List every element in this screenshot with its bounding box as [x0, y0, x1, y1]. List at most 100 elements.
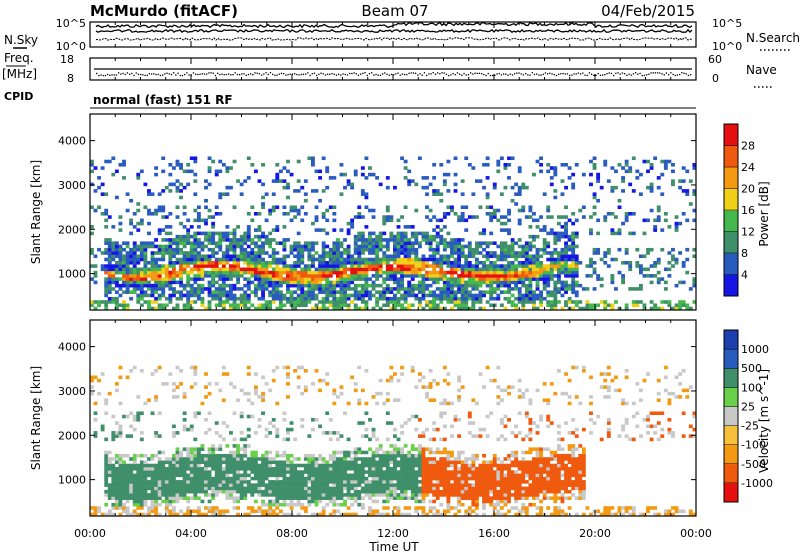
velocity-cell: [132, 414, 137, 419]
power-cell: [539, 228, 544, 232]
velocity-cell: [211, 489, 216, 494]
power-cell: [603, 261, 608, 265]
power-cell: [567, 218, 572, 223]
nave-trace-point: [529, 74, 531, 76]
power-cell: [125, 192, 130, 196]
velocity-cell: [175, 395, 180, 399]
power-cell: [229, 267, 233, 272]
velocity-cell: [371, 509, 376, 514]
power-cell: [435, 274, 440, 278]
power-cell: [207, 257, 212, 262]
velocity-cell: [364, 434, 369, 438]
power-ylabel: Slant Range [km]: [29, 160, 43, 264]
power-cell: [425, 231, 429, 236]
velocity-cell: [257, 483, 262, 487]
power-cell: [118, 270, 123, 275]
velocity-cell: [393, 453, 397, 458]
power-cell: [118, 251, 123, 255]
velocity-cell: [93, 375, 98, 380]
velocity-cell: [382, 453, 387, 458]
velocity-cell: [264, 476, 269, 481]
velocity-cell: [385, 473, 390, 478]
power-cell: [539, 156, 544, 161]
velocity-cell: [125, 467, 130, 471]
power-cell: [428, 241, 433, 245]
power-cell: [157, 293, 162, 298]
velocity-cell: [289, 496, 294, 500]
velocity-cell: [122, 473, 126, 478]
power-cell: [328, 270, 333, 275]
power-cell: [624, 306, 629, 311]
nave-trace-point: [263, 73, 265, 75]
power-cell: [514, 280, 519, 285]
power-cell: [596, 179, 601, 183]
power-cell: [225, 257, 230, 262]
power-cell: [432, 251, 437, 255]
velocity-cell: [147, 470, 151, 474]
power-cell: [293, 241, 298, 245]
velocity-cell: [300, 470, 305, 474]
velocity-cell: [232, 496, 237, 500]
velocity-cell: [289, 480, 294, 484]
power-cell: [364, 225, 369, 229]
power-cell: [638, 270, 643, 275]
power-cell: [111, 251, 116, 255]
velocity-cell: [253, 457, 258, 461]
power-cell: [353, 267, 358, 272]
nave-trace-point: [126, 72, 129, 74]
power-cell: [193, 156, 198, 161]
velocity-cell: [243, 476, 248, 481]
nave-trace-point: [635, 72, 637, 74]
power-cell: [450, 287, 454, 291]
power-cell: [592, 192, 597, 196]
power-cell: [499, 283, 504, 288]
power-cell: [464, 293, 469, 298]
velocity-cell: [243, 480, 248, 484]
power-cell: [517, 166, 522, 170]
velocity-cell: [225, 467, 230, 471]
power-cell: [450, 205, 454, 210]
power-cell: [635, 169, 640, 174]
power-cell: [564, 280, 568, 285]
velocity-cell: [111, 496, 116, 500]
velocity-cell: [321, 496, 326, 500]
nave-trace-point: [362, 72, 364, 74]
power-cell: [147, 231, 151, 236]
velocity-cell: [332, 391, 337, 396]
power-cell: [496, 293, 501, 298]
power-cell: [478, 274, 483, 278]
power-cell: [129, 221, 134, 226]
velocity-cell: [218, 467, 223, 471]
power-cell: [296, 270, 301, 275]
velocity-cell: [232, 476, 237, 481]
nave-trace-point: [364, 72, 366, 74]
velocity-cell: [214, 460, 219, 465]
velocity-cell: [335, 493, 340, 497]
velocity-cell: [261, 476, 265, 481]
velocity-cell: [268, 499, 273, 504]
velocity-cell: [232, 450, 237, 455]
power-cell: [446, 283, 451, 288]
power-cell: [521, 264, 526, 268]
power-cell: [318, 270, 322, 275]
power-cell: [581, 306, 586, 311]
power-cell: [539, 277, 544, 281]
power-cell: [464, 261, 469, 265]
power-cell: [574, 254, 579, 259]
power-cell: [253, 261, 258, 265]
power-cell: [122, 247, 126, 252]
velocity-cell: [239, 447, 244, 451]
velocity-cell: [353, 489, 358, 494]
power-cell: [685, 169, 690, 174]
power-cell: [307, 277, 312, 281]
power-cell: [417, 264, 422, 268]
power-cell: [350, 182, 355, 187]
power-cell: [403, 264, 408, 268]
power-cell: [507, 267, 511, 272]
power-cell: [510, 264, 515, 268]
power-cell: [171, 277, 176, 281]
power-cell: [325, 208, 330, 213]
power-cell: [507, 287, 511, 291]
power-cell: [435, 293, 440, 298]
power-cell: [442, 283, 447, 288]
